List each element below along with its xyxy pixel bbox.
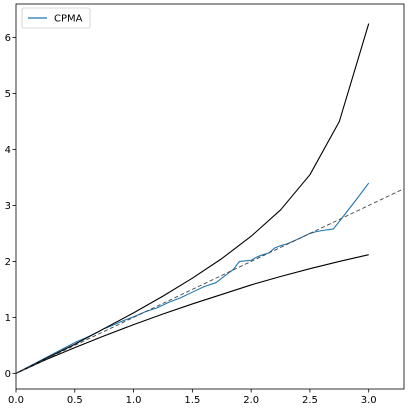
y-axis-ticks: 0 1 2 3 4 5 6: [5, 33, 16, 380]
x-tick-label: 2.5: [302, 395, 318, 406]
y-tick-label: 1: [5, 313, 11, 324]
y-tick-label: 5: [5, 89, 11, 100]
y-tick-label: 6: [5, 33, 11, 44]
lower-bound-line: [15, 254, 369, 374]
x-axis-ticks: 0.0 0.5 1.0 1.5 2.0 2.5 3.0: [8, 389, 377, 406]
upper-bound-line: [15, 23, 370, 374]
x-tick-label: 0.0: [8, 395, 24, 406]
x-tick-label: 2.0: [243, 395, 259, 406]
x-tick-label: 0.5: [67, 395, 83, 406]
reference-dashed-line: [15, 188, 405, 374]
plot-area: [15, 3, 405, 390]
y-tick-label: 4: [5, 145, 11, 156]
legend-label-cpma: CPMA: [54, 14, 83, 25]
x-tick-label: 3.0: [361, 395, 377, 406]
series-layer: [15, 23, 405, 374]
x-tick-label: 1.5: [184, 395, 200, 406]
legend-box: [21, 7, 91, 29]
y-tick-label: 3: [5, 201, 11, 212]
y-tick-label: 0: [5, 369, 11, 380]
legend: CPMA: [21, 7, 91, 29]
x-tick-label: 1.0: [126, 395, 142, 406]
y-tick-label: 2: [5, 257, 11, 268]
